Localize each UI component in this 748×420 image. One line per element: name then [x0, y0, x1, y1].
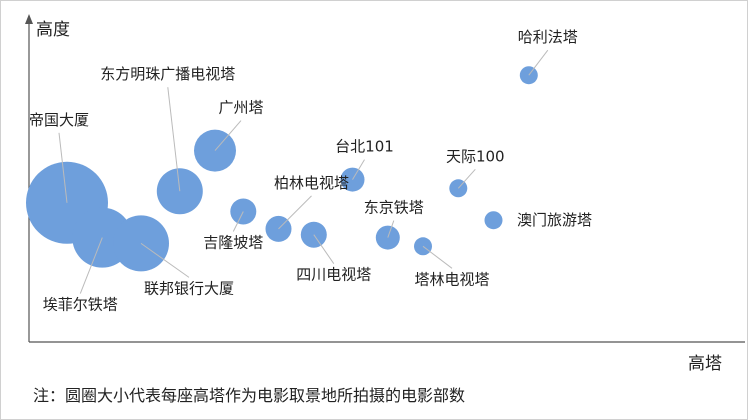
- leader-line: [58, 132, 68, 203]
- leader-lines: [58, 49, 549, 294]
- bubble-label: 台北101: [335, 138, 394, 156]
- leader-line: [313, 234, 335, 264]
- x-axis-title: 高塔: [688, 354, 722, 374]
- bubble-label: 澳门旅游塔: [517, 211, 592, 229]
- bubble-label: 柏林电视塔: [274, 174, 349, 192]
- bubble-label: 天际100: [446, 147, 505, 165]
- bubble-label: 吉隆坡塔: [203, 234, 263, 252]
- y-axis-arrow: [25, 14, 33, 24]
- bubble-label: 埃菲尔铁塔: [43, 296, 118, 314]
- leader-line: [278, 195, 312, 230]
- leader-line: [387, 220, 395, 238]
- leader-line: [140, 242, 190, 278]
- leader-line: [214, 120, 242, 151]
- bubble-label: 联邦银行大厦: [144, 279, 234, 297]
- bubble-label: 东京铁塔: [364, 199, 424, 217]
- bubble-label: 塔林电视塔: [414, 270, 489, 288]
- leader-line: [79, 237, 103, 294]
- leader-line: [232, 211, 244, 232]
- bubble-label: 东方明珠广播电视塔: [100, 65, 235, 83]
- bubble-label: 帝国大厦: [29, 111, 89, 129]
- bubble-label: 广州塔: [218, 99, 263, 117]
- leader-line: [422, 245, 453, 269]
- leader-line: [528, 49, 549, 76]
- bubble: [484, 211, 503, 230]
- leader-line: [352, 159, 365, 180]
- y-axis-title: 高度: [36, 20, 70, 40]
- bubble-label: 四川电视塔: [296, 266, 371, 284]
- leader-line: [167, 87, 181, 192]
- bubble-series: [26, 66, 538, 272]
- bubble-label: 哈利法塔: [518, 28, 578, 46]
- chart-note: 注：圆圈大小代表每座高塔作为电影取景地所拍摄的电影部数: [33, 386, 465, 405]
- leader-line: [457, 168, 476, 189]
- axes: [25, 14, 745, 343]
